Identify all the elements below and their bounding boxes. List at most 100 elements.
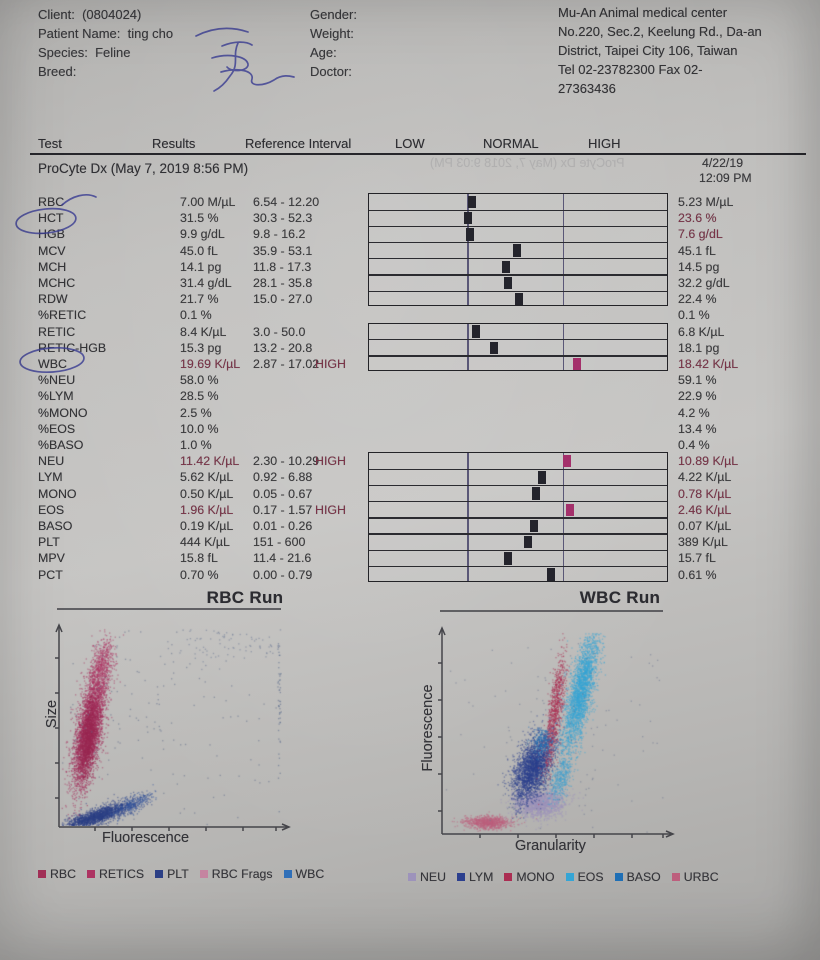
result-value: 45.0 fL [180,243,218,258]
previous-result-value: 0.61 % [678,567,717,582]
test-name: %BASO [38,438,84,452]
range-chart-box-1 [368,193,668,307]
high-flag: HIGH [315,454,346,469]
result-row-WBC: WBC 19.69 K/µL 2.87 - 17.02 HIGH 18.42 K/µL [0,356,820,372]
panel-title: ProCyte Dx (May 7, 2019 8:56 PM) [38,161,249,176]
legend-item-retics: RETICS [86,867,145,881]
previous-result-value: 18.42 K/µL [678,357,739,371]
result-row-%RETIC: %RETIC 0.1 % 0.1 % [0,307,820,323]
result-row-MCHC: MCHC 31.4 g/dL 28.1 - 35.8 32.2 g/dL [0,275,820,291]
result-value: 9.9 g/dL [180,227,225,242]
result-value: 21.7 % [180,292,219,307]
result-value: 0.50 K/µL [180,486,234,501]
legend-swatch [456,873,465,881]
previous-result-value: 5.23 M/µL [678,195,734,209]
legend-item-baso: BASO [614,870,661,884]
result-row-RDW: RDW 21.7 % 15.0 - 27.0 22.4 % [0,291,820,307]
range-marker-MCV [513,244,522,257]
col-header-normal: NORMAL [483,136,539,151]
legend-item-neu: NEU [408,870,446,884]
reference-interval: 0.01 - 0.26 [253,519,313,533]
result-value: 0.70 % [180,567,219,582]
result-row-MPV: MPV 15.8 fL 11.4 - 21.6 15.7 fL [0,550,820,566]
result-row-EOS: EOS 1.96 K/µL 0.17 - 1.57 HIGH 2.46 K/µL [0,502,820,518]
clinic-name: Mu-An Animal medical center [558,5,728,20]
result-value: 11.42 K/µL [180,454,240,469]
high-flag: HIGH [315,502,346,517]
reference-interval: 3.0 - 50.0 [253,324,306,339]
previous-result-value: 45.1 fL [678,243,716,258]
legend-label: NEU [420,870,446,884]
previous-result-value: 15.7 fL [678,551,716,566]
patient-name-value: ting cho [127,26,174,41]
legend-swatch [671,873,680,881]
legend-item-rbc-frags: RBC Frags [199,867,273,881]
result-value: 0.1 % [180,308,212,323]
range-marker-RBC [468,195,477,209]
result-value: 15.3 pg [180,340,222,355]
wbc-run-scatter-canvas [443,631,666,833]
species-value: Feline [95,45,131,60]
reference-interval: 9.8 - 16.2 [253,227,306,242]
previous-result-value: 22.9 % [678,389,717,404]
clinic-address-2: District, Taipei City 106, Taiwan [558,43,738,58]
gender-label: Gender: [310,7,357,22]
legend-label: LYM [468,870,494,884]
reference-interval: 11.8 - 17.3 [253,259,312,274]
legend-item-eos: EOS [565,870,604,884]
reference-interval: 0.92 - 6.88 [253,470,313,485]
legend-swatch [86,870,95,878]
result-value: 2.5 % [180,405,212,420]
species-row: Species: Feline [38,45,131,60]
result-row-BASO: BASO 0.19 K/µL 0.01 - 0.26 0.07 K/µL [0,518,820,534]
legend-item-urbc: URBC [671,870,719,884]
test-name: BASO [38,519,73,533]
previous-result-value: 32.2 g/dL [678,276,730,290]
test-name: MPV [38,551,65,566]
row-separator [369,484,667,487]
legend-swatch [504,873,513,881]
range-marker-PLT [523,535,532,549]
result-value: 28.5 % [180,389,219,404]
test-name: HCT [38,211,64,226]
legend-swatch [283,870,292,878]
age-label: Age: [310,45,337,60]
header-rule [30,153,806,156]
col-header-low: LOW [395,136,425,151]
row-separator [369,549,667,552]
legend-label: EOS [577,870,604,884]
legend-label: RBC Frags [211,867,273,881]
reference-interval: 13.2 - 20.8 [253,340,313,355]
result-row-PCT: PCT 0.70 % 0.00 - 0.79 0.61 % [0,567,820,583]
range-marker-HCT [463,212,472,225]
row-separator [369,339,667,341]
rbc-run-ylabel: Size [44,699,60,729]
pen-check-patient-name [195,27,249,37]
previous-result-value: 18.1 pg [678,340,720,355]
weight-label: Weight: [310,26,354,41]
previous-result-value: 13.4 % [678,421,717,436]
previous-result-value: 4.22 K/µL [678,470,732,485]
col-header-high: HIGH [588,136,621,151]
test-name: RETIC [38,324,76,339]
legend-label: RETICS [98,867,145,881]
legend-swatch [155,870,164,878]
test-name: %MONO [38,405,88,420]
previous-result-value: 0.1 % [678,308,710,323]
row-separator [369,565,667,568]
test-name: PCT [38,567,63,582]
result-value: 444 K/µL [180,535,230,550]
range-divider [562,194,565,306]
results-table: RBC 7.00 M/µL 6.54 - 12.20 5.23 M/µL HCT 31.5… [0,194,820,584]
legend-item-rbc: RBC [38,867,76,881]
result-row-NEU: NEU 11.42 K/µL 2.30 - 10.29 HIGH 10.89 K/µL [0,453,820,469]
run2-time: 12:09 PM [699,171,752,185]
range-marker-RETIC [471,325,480,338]
col-header-results: Results [152,136,196,151]
previous-result-value: 2.46 K/µL [678,502,732,517]
client-label: Client: [38,7,75,22]
result-value: 31.5 % [180,211,219,226]
wbc-run-title: WBC Run [579,588,661,607]
test-name: HGB [38,227,65,242]
range-marker-BASO [530,519,539,533]
